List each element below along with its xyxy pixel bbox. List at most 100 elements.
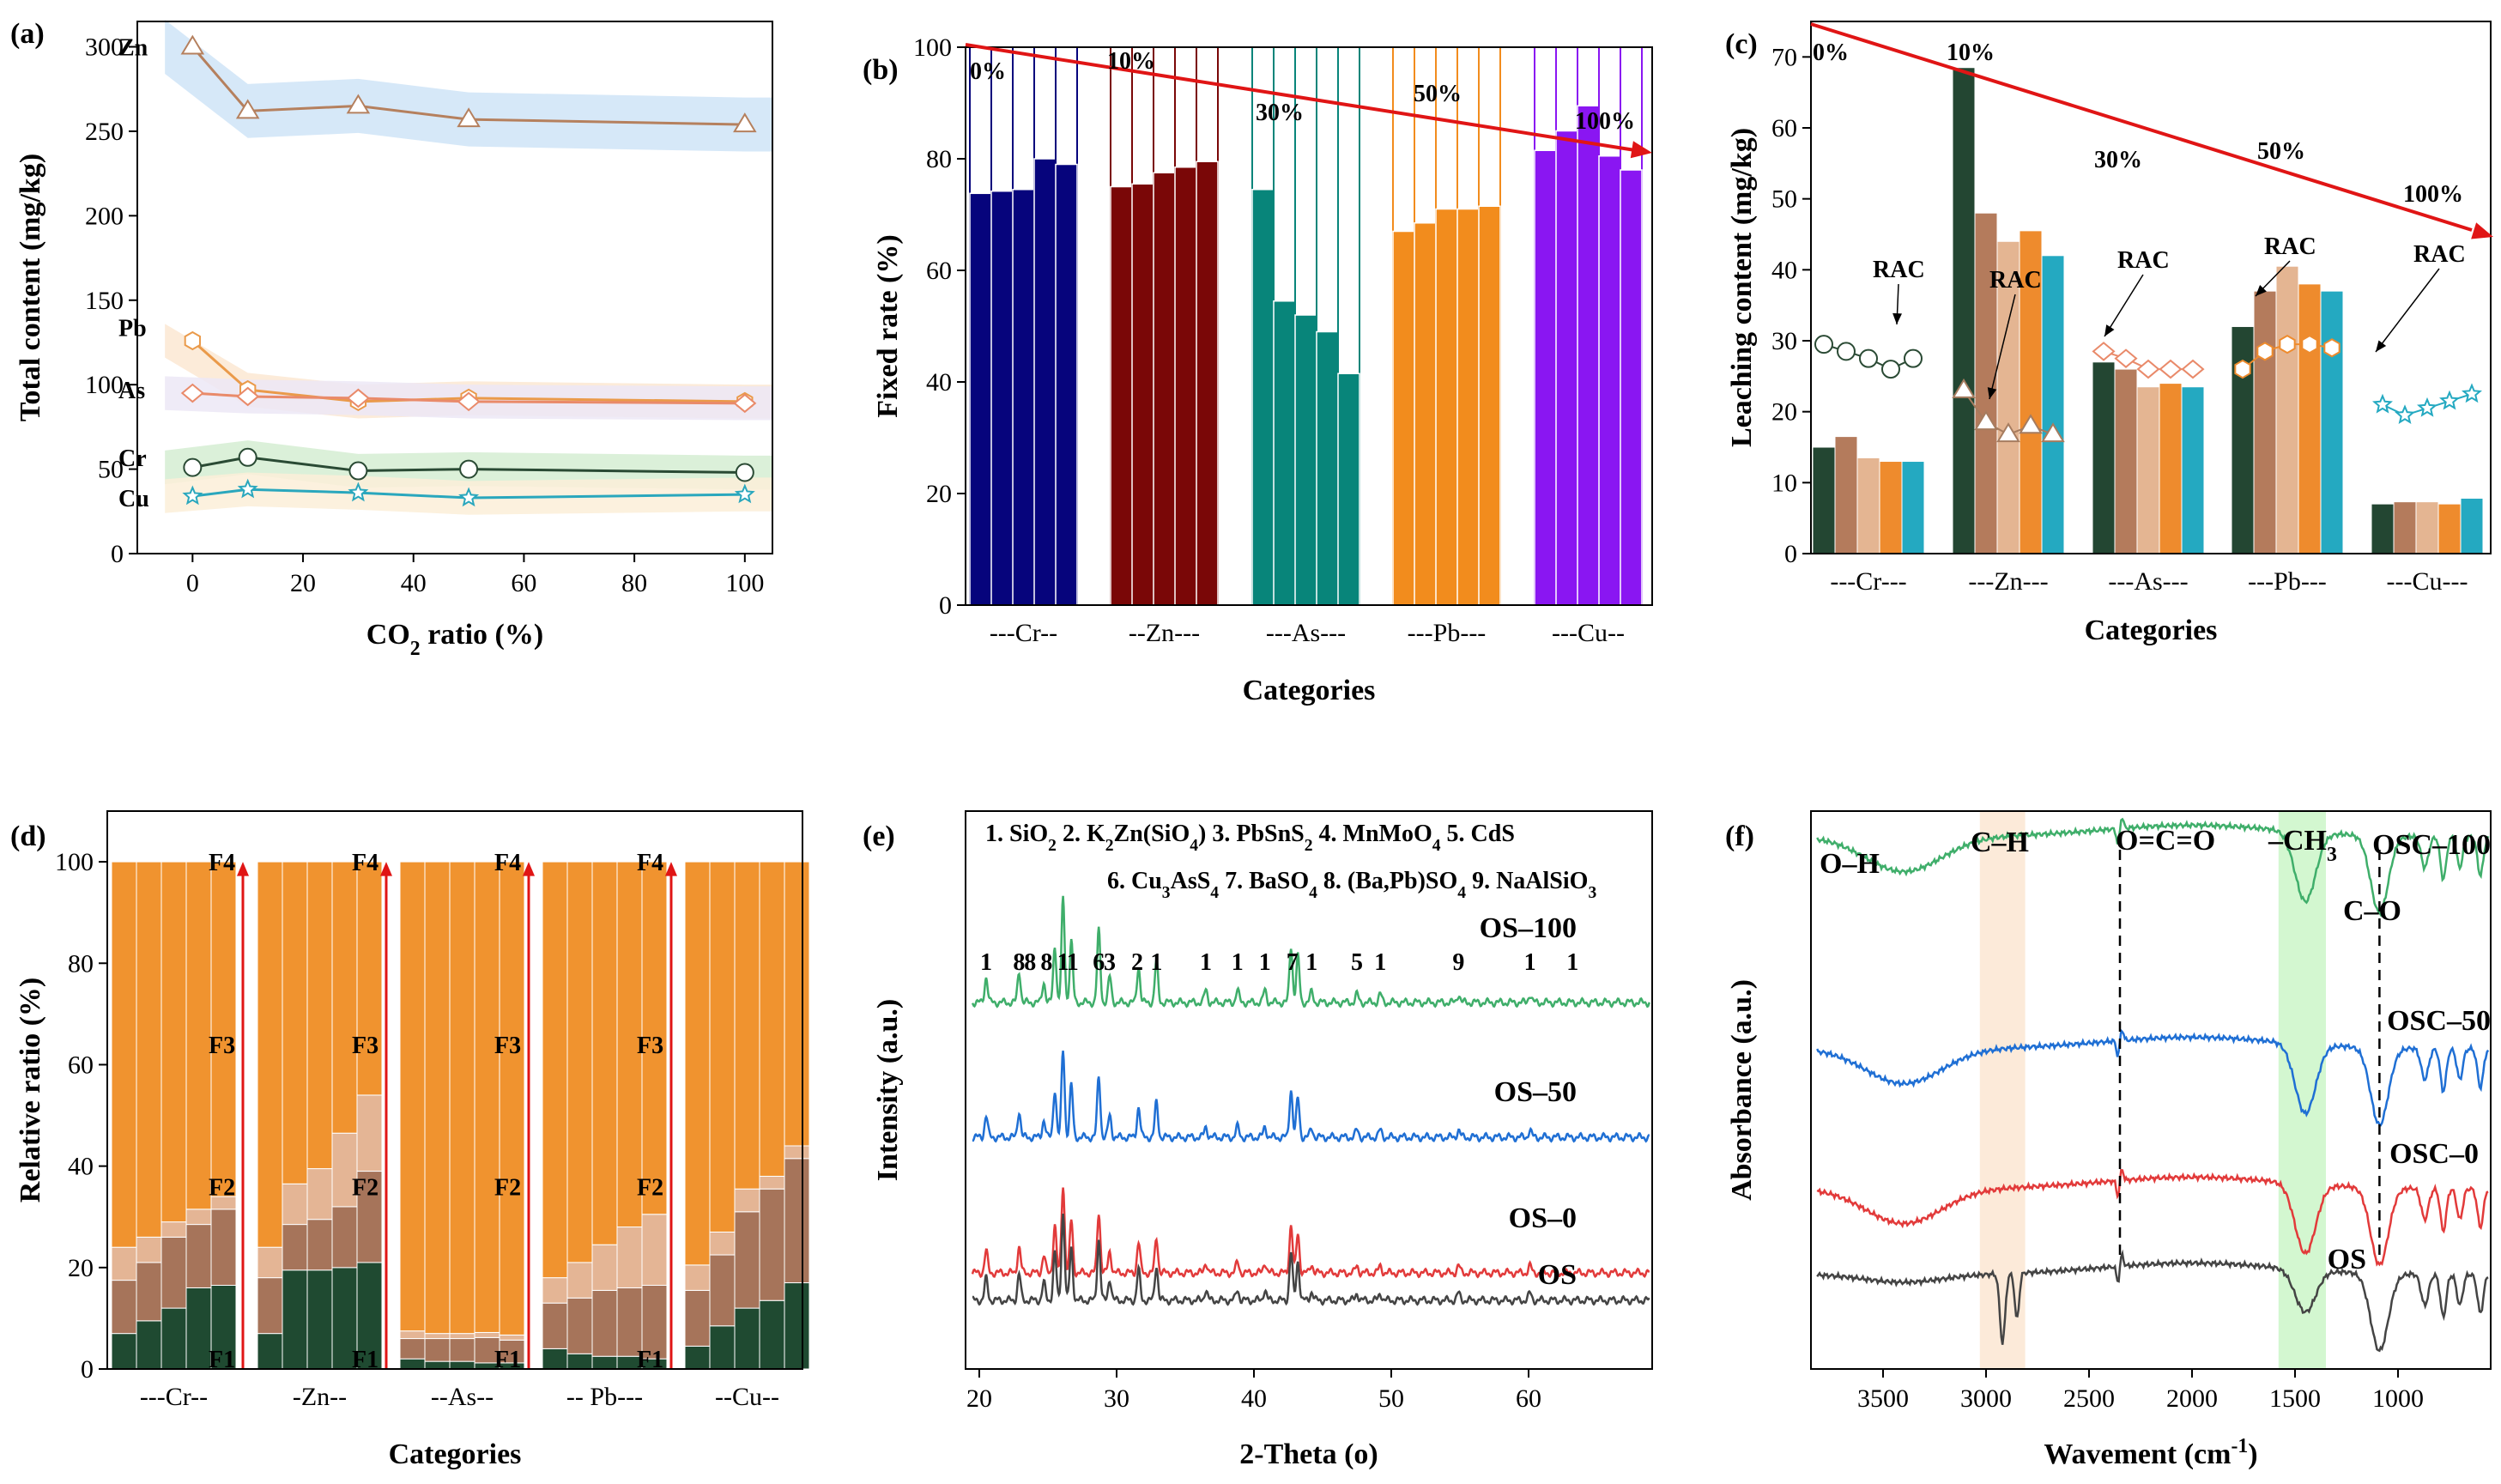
bar-segment-cr xyxy=(160,861,187,1223)
rac-point-as xyxy=(2181,359,2205,379)
panel-b-ytick-label: 100 xyxy=(913,33,952,62)
annotation-oco: O=C=O xyxy=(2116,825,2215,857)
bar-segment-cu xyxy=(784,1282,810,1370)
bar-segment-pb xyxy=(591,1355,618,1370)
bar-as xyxy=(2159,383,2183,554)
panel-f-xtick-label: 1000 xyxy=(2372,1384,2424,1413)
bar-as xyxy=(1273,300,1296,606)
bar-pb xyxy=(1478,205,1501,606)
bar-segment-cu xyxy=(684,1289,711,1347)
group-label-pb: ---Pb--- xyxy=(2248,567,2327,596)
peak-label: 8 xyxy=(1024,949,1036,976)
series-label: OS xyxy=(2328,1244,2366,1275)
rac-pointer-head xyxy=(2256,284,2267,296)
bar-segment-zn xyxy=(306,1219,333,1271)
panel-a-frame xyxy=(136,21,773,554)
bar-cu xyxy=(2393,501,2417,554)
peak-label: 5 xyxy=(1351,949,1363,976)
bar-pb xyxy=(2298,283,2322,554)
panel-a-xtick-label: 100 xyxy=(725,569,764,597)
bar-segment-as xyxy=(399,861,426,1332)
bar-segment-cr xyxy=(185,1224,212,1288)
phase-legend-row1: 1. SiO2 2. K2Zn(SiO4) 3. PbSnS2 4. MnMoO… xyxy=(985,821,1515,855)
bar-cr xyxy=(1834,436,1858,554)
peak-label: 1 xyxy=(1305,949,1317,976)
bar-cr xyxy=(1012,189,1035,606)
series-label-cu: Cu xyxy=(118,486,149,512)
panel-a-xtick-label: 20 xyxy=(290,569,316,597)
xrd-curve xyxy=(971,1187,1650,1279)
rac-pointer-head xyxy=(1987,387,1997,399)
bar-segment-cu xyxy=(759,1175,785,1190)
bar-segment-as xyxy=(399,1330,426,1340)
panel-f-xtick-label: 3000 xyxy=(1960,1384,2012,1413)
peak-label: 1 xyxy=(980,949,992,976)
bar-segment-cr xyxy=(210,1208,237,1287)
peak-label: 8 xyxy=(1040,949,1052,976)
rac-pointer xyxy=(2375,268,2440,353)
point-zn xyxy=(733,112,757,133)
point-cu xyxy=(182,485,203,506)
peak-label: 1 xyxy=(1150,949,1162,976)
bar-cu xyxy=(2460,498,2484,554)
panel-label-a: (a) xyxy=(10,18,45,50)
rac-point-as xyxy=(2114,348,2138,368)
bar-segment-cr xyxy=(136,861,162,1238)
rac-point-pb xyxy=(2234,359,2251,379)
rac-point-pb xyxy=(2301,334,2318,354)
ftir-curve xyxy=(1816,1168,2489,1267)
x-axis-label-a: CO2 ratio (%) xyxy=(366,619,543,660)
x-axis-label-f: Wavement (cm-1) xyxy=(2044,1435,2257,1470)
peak-label: 2 xyxy=(1131,949,1143,976)
group-label-cr: ---Cr-- xyxy=(990,619,1057,647)
rac-label: RAC xyxy=(2117,247,2170,274)
panel-d-frame xyxy=(106,810,803,1370)
bar-pb xyxy=(2320,290,2344,554)
bar-segment-as xyxy=(424,1338,451,1362)
panel-c-ytick-label: 70 xyxy=(1771,43,1797,71)
bar-segment-pb xyxy=(566,861,593,1263)
rac-point-zn xyxy=(2041,422,2065,443)
ratio-label: 100% xyxy=(1575,108,1635,135)
fraction-label-f3: F3 xyxy=(637,1033,663,1059)
bar-segment-zn xyxy=(331,861,358,1134)
panel-e-xtick-label: 30 xyxy=(1104,1384,1129,1413)
point-cr xyxy=(238,447,257,467)
bar-segment-pb xyxy=(591,1244,618,1291)
bar-segment-cu xyxy=(759,861,785,1177)
bar-cu xyxy=(1534,149,1557,606)
group-label-zn: ---Zn--- xyxy=(1968,567,2048,596)
rac-label: RAC xyxy=(2264,233,2316,260)
peak-label: 1 xyxy=(1232,949,1244,976)
ftir-curve xyxy=(1816,817,2490,918)
rac-point-as xyxy=(2159,359,2183,379)
bar-segment-cu xyxy=(784,861,810,1147)
rac-point-pb xyxy=(2323,338,2341,358)
bar-segment-as xyxy=(424,1360,451,1370)
point-as xyxy=(180,383,204,403)
panel-a-ytick-label: 300 xyxy=(85,33,124,62)
bar-segment-cr xyxy=(111,1246,137,1281)
bar-as xyxy=(1337,373,1360,606)
bar-segment-cu xyxy=(709,1231,736,1256)
panel-e-xtick-label: 40 xyxy=(1241,1384,1267,1413)
peak-label: 1 xyxy=(1374,949,1386,976)
rac-pointer xyxy=(2104,274,2144,337)
bar-segment-pb xyxy=(566,1297,593,1354)
panel-c-ytick-label: 0 xyxy=(1784,540,1797,568)
bar-segment-cr xyxy=(185,861,212,1210)
bar-cr xyxy=(1879,461,1903,554)
bar-segment-pb xyxy=(566,1262,593,1299)
bar-cu xyxy=(2437,503,2462,554)
panel-a-ytick-label: 50 xyxy=(98,456,124,484)
bar-segment-as xyxy=(499,861,525,1336)
series-label-as: As xyxy=(118,378,145,404)
bar-segment-zn xyxy=(257,1246,283,1279)
trend-arrow-line xyxy=(965,43,1636,152)
bar-cu xyxy=(1598,155,1621,606)
fraction-label-f2: F2 xyxy=(494,1174,521,1201)
rac-label: RAC xyxy=(2413,241,2466,268)
bar-cr xyxy=(1812,446,1836,554)
panel-a-ytick-label: 150 xyxy=(85,287,124,315)
